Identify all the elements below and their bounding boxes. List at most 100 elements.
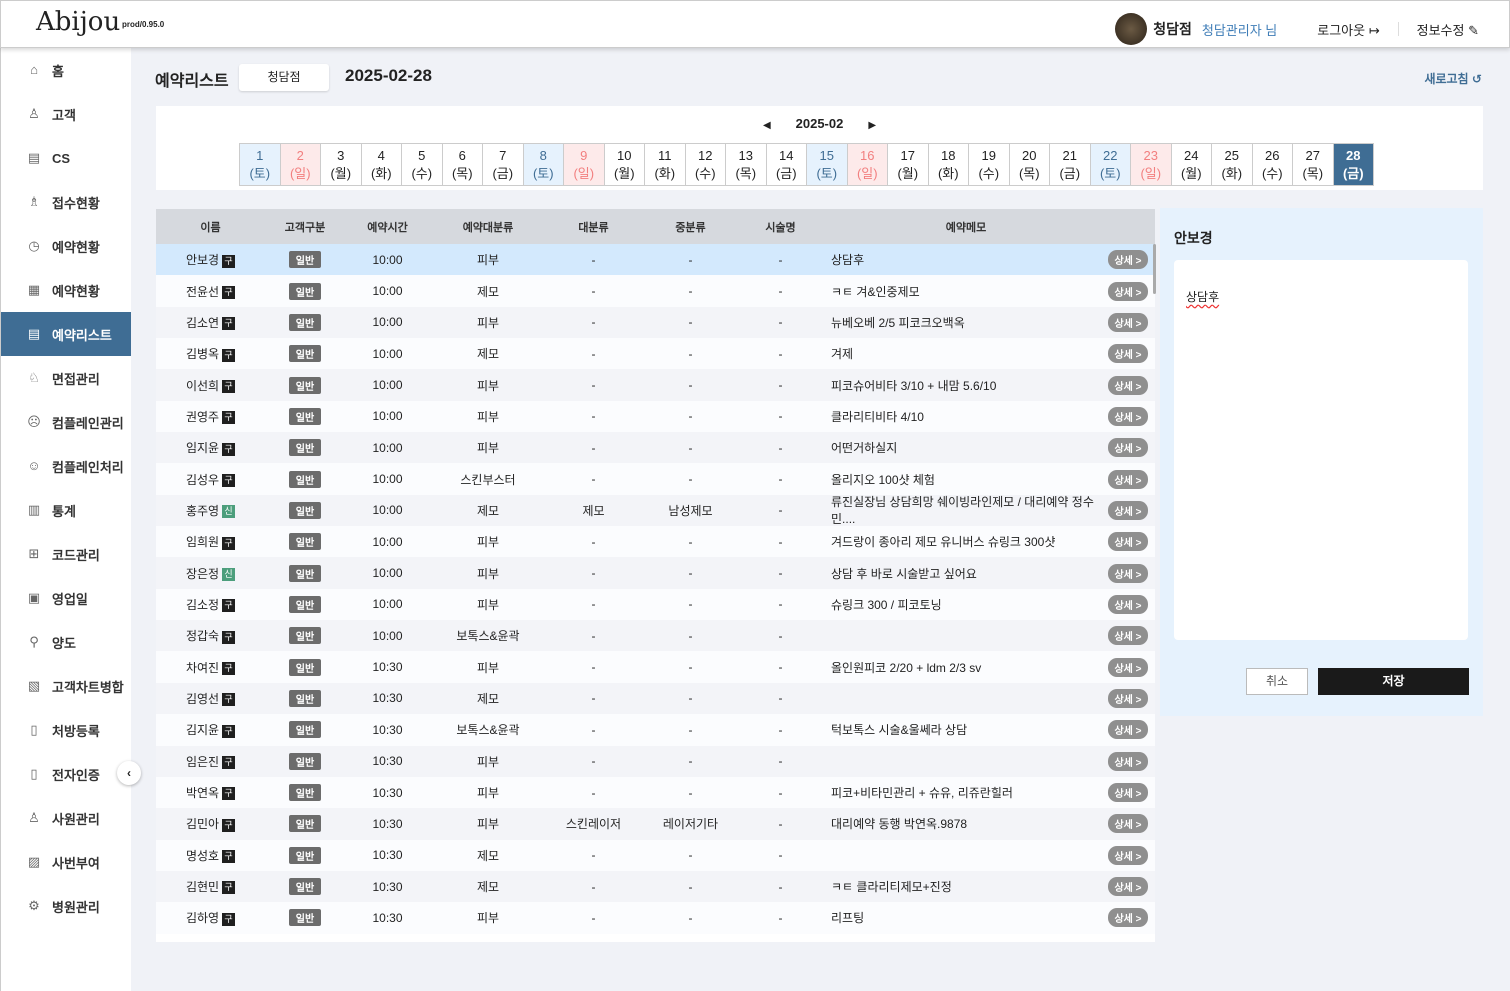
table-row[interactable]: 차여진 구 일반 10:30 피부 - - - 올인원피코 2/20 + ldm 2/3 sv 상… xyxy=(156,651,1155,683)
detail-button[interactable]: 상세 > xyxy=(1108,626,1148,646)
prev-month-icon[interactable]: ◀ xyxy=(762,120,771,131)
edit-info-button[interactable]: 정보수정 ✎ xyxy=(1417,20,1479,39)
logo[interactable]: Abijou xyxy=(36,7,121,37)
calendar-day[interactable]: 18 (화) xyxy=(927,143,969,186)
detail-button[interactable]: 상세 > xyxy=(1108,469,1148,489)
customer-name[interactable]: 김소연 xyxy=(185,315,220,330)
table-row[interactable]: 안보경 구 일반 10:00 피부 - - - 상담후 상세 > xyxy=(156,244,1155,276)
sidebar-item[interactable]: ▤ CS xyxy=(1,136,131,180)
refresh-button[interactable]: 새로고침 ↺ xyxy=(1424,72,1482,86)
table-row[interactable]: 김민아 구 일반 10:30 피부 스킨레이저 레이저기타 - 대리예약 동행 박연옥.9878… xyxy=(156,808,1155,840)
calendar-day[interactable]: 11 (화) xyxy=(644,143,686,186)
customer-name[interactable]: 정갑숙 xyxy=(185,629,220,644)
table-row[interactable]: 이선희 구 일반 10:00 피부 - - - 피코슈어비타 3/10 + 내맘 5.6/10 상… xyxy=(156,369,1155,401)
detail-button[interactable]: 상세 > xyxy=(1108,814,1148,834)
calendar-day[interactable]: 9 (일) xyxy=(563,143,605,186)
customer-name[interactable]: 김지윤 xyxy=(185,723,220,738)
calendar-day[interactable]: 8 (토) xyxy=(522,143,564,186)
calendar-day[interactable]: 16 (일) xyxy=(846,143,888,186)
calendar-day[interactable]: 22 (토) xyxy=(1089,143,1131,186)
branch-select[interactable]: 청담점 xyxy=(239,64,329,91)
detail-button[interactable]: 상세 > xyxy=(1108,532,1148,552)
calendar-day[interactable]: 25 (화) xyxy=(1211,143,1253,186)
customer-name[interactable]: 명성호 xyxy=(185,848,220,863)
table-row[interactable]: 명성호 구 일반 10:30 제모 - - - 상세 > xyxy=(156,839,1155,871)
table-row[interactable]: 임희원 구 일반 10:00 피부 - - - 겨드랑이 종아리 제모 유니버스 슈링크 300… xyxy=(156,526,1155,558)
detail-button[interactable]: 상세 > xyxy=(1108,688,1148,708)
calendar-day[interactable]: 20 (목) xyxy=(1008,143,1050,186)
calendar-day[interactable]: 28 (금) xyxy=(1332,143,1374,186)
sidebar-item[interactable]: ⊞ 코드관리 xyxy=(1,532,131,576)
next-month-icon[interactable]: ▶ xyxy=(868,120,877,131)
customer-name[interactable]: 김민아 xyxy=(185,817,220,832)
calendar-day[interactable]: 12 (수) xyxy=(684,143,726,186)
detail-button[interactable]: 상세 > xyxy=(1108,594,1148,614)
table-row[interactable]: 김소정 구 일반 10:00 피부 - - - 슈링크 300 / 피코토닝 상세 > xyxy=(156,588,1155,621)
table-row[interactable]: 장은정 신 일반 10:00 피부 - - - 상담 후 바로 시술받고 싶어요 상세 > xyxy=(156,557,1155,589)
sidebar-item[interactable]: ▯ 처방등록 xyxy=(1,708,131,752)
scrollbar[interactable] xyxy=(1153,244,1156,294)
save-button[interactable]: 저장 xyxy=(1318,668,1469,695)
table-row[interactable]: 김성우 구 일반 10:00 스킨부스터 - - - 올리지오 100샷 체험 상세 > xyxy=(156,463,1155,495)
detail-button[interactable]: 상세 > xyxy=(1108,438,1148,458)
table-row[interactable]: 권영주 구 일반 10:00 피부 - - - 클라리티비타 4/10 상세 > xyxy=(156,400,1155,433)
sidebar-item[interactable]: ☹ 컴플레인관리 xyxy=(1,400,131,444)
calendar-day[interactable]: 14 (금) xyxy=(765,143,807,186)
detail-button[interactable]: 상세 > xyxy=(1108,312,1148,332)
table-row[interactable]: 김현민 구 일반 10:30 제모 - - - ㅋㅌ 클라리티제모+진정 상세 > xyxy=(156,870,1155,903)
calendar-day[interactable]: 17 (월) xyxy=(887,143,929,186)
calendar-day[interactable]: 24 (월) xyxy=(1170,143,1212,186)
logout-button[interactable]: 로그아웃 ↦ xyxy=(1317,20,1379,39)
table-row[interactable]: 전윤선 구 일반 10:00 제모 - - - ㅋㅌ 겨&인중제모 상세 > xyxy=(156,275,1155,307)
sidebar-item[interactable]: ⌂ 홈 xyxy=(1,48,131,92)
table-row[interactable]: 김영선 구 일반 10:30 제모 - - - 상세 > xyxy=(156,682,1155,715)
calendar-day[interactable]: 27 (목) xyxy=(1292,143,1334,186)
calendar-day[interactable]: 26 (수) xyxy=(1251,143,1293,186)
sidebar-item[interactable]: ⚲ 양도 xyxy=(1,620,131,664)
sidebar-item[interactable]: ♗ 접수현황 xyxy=(1,180,131,224)
detail-button[interactable]: 상세 > xyxy=(1108,250,1148,270)
detail-button[interactable]: 상세 > xyxy=(1108,877,1148,897)
calendar-day[interactable]: 10 (월) xyxy=(603,143,645,186)
customer-name[interactable]: 이선희 xyxy=(185,378,220,393)
sidebar-item[interactable]: ♙ 고객 xyxy=(1,92,131,136)
table-row[interactable]: 김병옥 구 일반 10:00 제모 - - - 겨제 상세 > xyxy=(156,338,1155,370)
customer-name[interactable]: 김소정 xyxy=(185,597,220,612)
sidebar-item[interactable]: ▯ 전자인증 xyxy=(1,752,131,796)
calendar-day[interactable]: 19 (수) xyxy=(968,143,1010,186)
sidebar-item[interactable]: ▥ 통계 xyxy=(1,488,131,532)
sidebar-item[interactable]: ♙ 사원관리 xyxy=(1,796,131,840)
memo-textarea[interactable]: 상담후 xyxy=(1174,260,1468,640)
sidebar-item[interactable]: ▣ 영업일 xyxy=(1,576,131,620)
sidebar-item[interactable]: ▧ 고객차트병합 xyxy=(1,664,131,708)
customer-name[interactable]: 임지윤 xyxy=(185,441,220,456)
calendar-day[interactable]: 15 (토) xyxy=(806,143,848,186)
customer-name[interactable]: 김현민 xyxy=(185,880,220,895)
customer-name[interactable]: 권영주 xyxy=(185,409,220,424)
customer-name[interactable]: 임희원 xyxy=(185,535,220,550)
customer-name[interactable]: 차여진 xyxy=(185,660,220,675)
detail-button[interactable]: 상세 > xyxy=(1108,406,1148,426)
sidebar-item[interactable]: ♘ 면접관리 xyxy=(1,356,131,400)
customer-name[interactable]: 임은진 xyxy=(185,754,220,769)
detail-button[interactable]: 상세 > xyxy=(1108,657,1148,677)
detail-button[interactable]: 상세 > xyxy=(1108,751,1148,771)
customer-name[interactable]: 안보경 xyxy=(185,253,220,268)
calendar-day[interactable]: 5 (수) xyxy=(401,143,443,186)
customer-name[interactable]: 장은정 xyxy=(185,566,220,581)
sidebar-item[interactable]: ▨ 사번부여 xyxy=(1,840,131,884)
customer-name[interactable]: 홍주영 xyxy=(185,503,220,518)
detail-button[interactable]: 상세 > xyxy=(1108,563,1148,583)
calendar-day[interactable]: 4 (화) xyxy=(360,143,402,186)
customer-name[interactable]: 김성우 xyxy=(185,472,220,487)
table-row[interactable]: 박연옥 구 일반 10:30 피부 - - - 피코+비타민관리 + 슈유, 리쥬란힐러 상세 > xyxy=(156,776,1155,809)
sidebar-item[interactable]: ▤ 예약리스트 xyxy=(1,312,131,356)
detail-button[interactable]: 상세 > xyxy=(1108,500,1148,520)
calendar-day[interactable]: 2 (일) xyxy=(279,143,321,186)
sidebar-item[interactable]: ⚙ 병원관리 xyxy=(1,884,131,928)
detail-button[interactable]: 상세 > xyxy=(1108,344,1148,364)
customer-name[interactable]: 김하영 xyxy=(185,911,220,926)
customer-name[interactable]: 박연옥 xyxy=(185,786,220,801)
table-row[interactable]: 임지윤 구 일반 10:00 피부 - - - 어떤거하실지 상세 > xyxy=(156,432,1155,464)
calendar-day[interactable]: 13 (목) xyxy=(725,143,767,186)
